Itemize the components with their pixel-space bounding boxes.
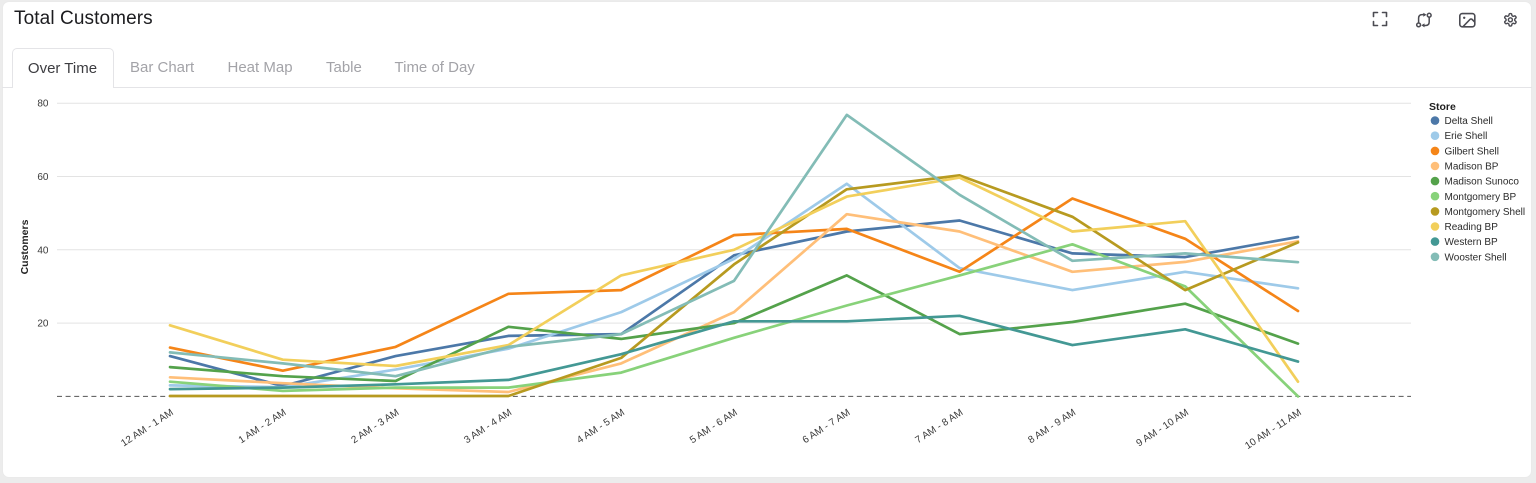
- svg-text:80: 80: [37, 99, 49, 110]
- svg-text:1 AM - 2 AM: 1 AM - 2 AM: [237, 407, 289, 446]
- svg-text:Montgomery BP: Montgomery BP: [1445, 192, 1517, 203]
- svg-text:Madison Sunoco: Madison Sunoco: [1445, 177, 1520, 188]
- svg-text:4 AM - 5 AM: 4 AM - 5 AM: [575, 407, 627, 446]
- svg-text:6 AM - 7 AM: 6 AM - 7 AM: [801, 407, 853, 446]
- svg-text:10 AM - 11 AM: 10 AM - 11 AM: [1243, 407, 1303, 452]
- svg-text:3 AM - 4 AM: 3 AM - 4 AM: [462, 407, 514, 446]
- svg-text:Store: Store: [1429, 101, 1456, 113]
- svg-text:60: 60: [37, 172, 49, 183]
- svg-text:Gilbert Shell: Gilbert Shell: [1445, 146, 1499, 157]
- svg-text:Reading BP: Reading BP: [1445, 222, 1499, 233]
- svg-text:20: 20: [37, 319, 49, 330]
- svg-text:Madison BP: Madison BP: [1445, 162, 1499, 173]
- svg-text:Western BP: Western BP: [1445, 237, 1498, 248]
- svg-text:40: 40: [37, 245, 49, 256]
- svg-text:8 AM - 9 AM: 8 AM - 9 AM: [1026, 407, 1078, 446]
- svg-text:Erie Shell: Erie Shell: [1445, 131, 1488, 142]
- svg-text:Montgomery Shell: Montgomery Shell: [1445, 207, 1526, 218]
- svg-text:Wooster Shell: Wooster Shell: [1445, 252, 1507, 263]
- svg-text:Customers: Customers: [19, 219, 31, 274]
- svg-text:12 AM - 1 AM: 12 AM - 1 AM: [119, 407, 175, 449]
- svg-text:5 AM - 6 AM: 5 AM - 6 AM: [688, 407, 740, 446]
- svg-text:Delta Shell: Delta Shell: [1445, 116, 1493, 127]
- svg-text:9 AM - 10 AM: 9 AM - 10 AM: [1134, 407, 1190, 449]
- svg-text:2 AM - 3 AM: 2 AM - 3 AM: [350, 407, 402, 446]
- svg-text:7 AM - 8 AM: 7 AM - 8 AM: [914, 407, 966, 446]
